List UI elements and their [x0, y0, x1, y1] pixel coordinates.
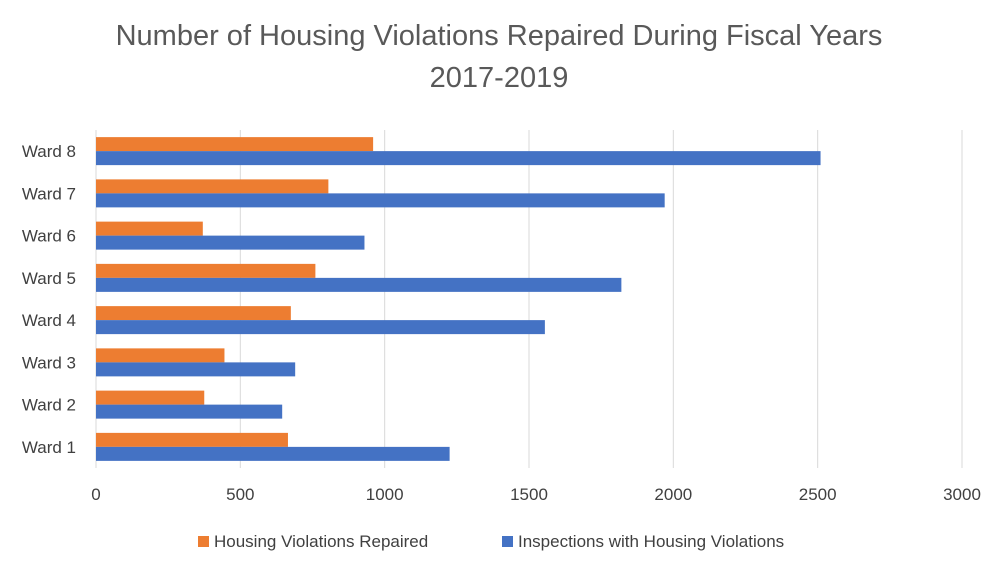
- bar-ward-3-series-2: [96, 362, 296, 377]
- category-label-ward-2: Ward 2: [22, 396, 76, 415]
- bar-ward-2-series-2: [96, 404, 283, 419]
- x-tick-label-2500: 2500: [799, 485, 837, 504]
- category-label-ward-1: Ward 1: [22, 438, 76, 457]
- legend-swatch-2: [502, 536, 513, 547]
- category-label-ward-3: Ward 3: [22, 353, 76, 372]
- x-tick-label-1500: 1500: [510, 485, 548, 504]
- bar-ward-5-series-1: [96, 263, 316, 278]
- bar-ward-8-series-1: [96, 137, 374, 152]
- bar-ward-8-series-2: [96, 151, 821, 166]
- category-label-ward-4: Ward 4: [22, 311, 76, 330]
- x-tick-label-3000: 3000: [943, 485, 981, 504]
- x-tick-label-500: 500: [226, 485, 254, 504]
- bar-ward-4-series-1: [96, 306, 291, 321]
- x-tick-label-1000: 1000: [366, 485, 404, 504]
- bar-ward-3-series-1: [96, 348, 225, 363]
- bar-ward-7-series-1: [96, 179, 329, 194]
- legend-label-1: Housing Violations Repaired: [214, 532, 428, 551]
- category-label-ward-7: Ward 7: [22, 184, 76, 203]
- category-label-ward-6: Ward 6: [22, 227, 76, 246]
- chart-title-line-1: Number of Housing Violations Repaired Du…: [115, 20, 883, 52]
- bar-ward-2-series-1: [96, 390, 205, 405]
- category-label-ward-5: Ward 5: [22, 269, 76, 288]
- legend-swatch-1: [198, 536, 209, 547]
- category-label-ward-8: Ward 8: [22, 142, 76, 161]
- bar-ward-6-series-1: [96, 221, 203, 236]
- bar-ward-1-series-2: [96, 446, 450, 461]
- x-tick-label-2000: 2000: [654, 485, 692, 504]
- legend-label-2: Inspections with Housing Violations: [518, 532, 784, 551]
- bar-ward-6-series-2: [96, 235, 365, 250]
- x-tick-label-0: 0: [91, 485, 100, 504]
- bar-ward-4-series-2: [96, 320, 545, 335]
- bar-ward-1-series-1: [96, 432, 288, 447]
- bar-ward-5-series-2: [96, 277, 622, 292]
- chart-title-line-2: 2017-2019: [429, 62, 569, 94]
- bar-ward-7-series-2: [96, 193, 665, 208]
